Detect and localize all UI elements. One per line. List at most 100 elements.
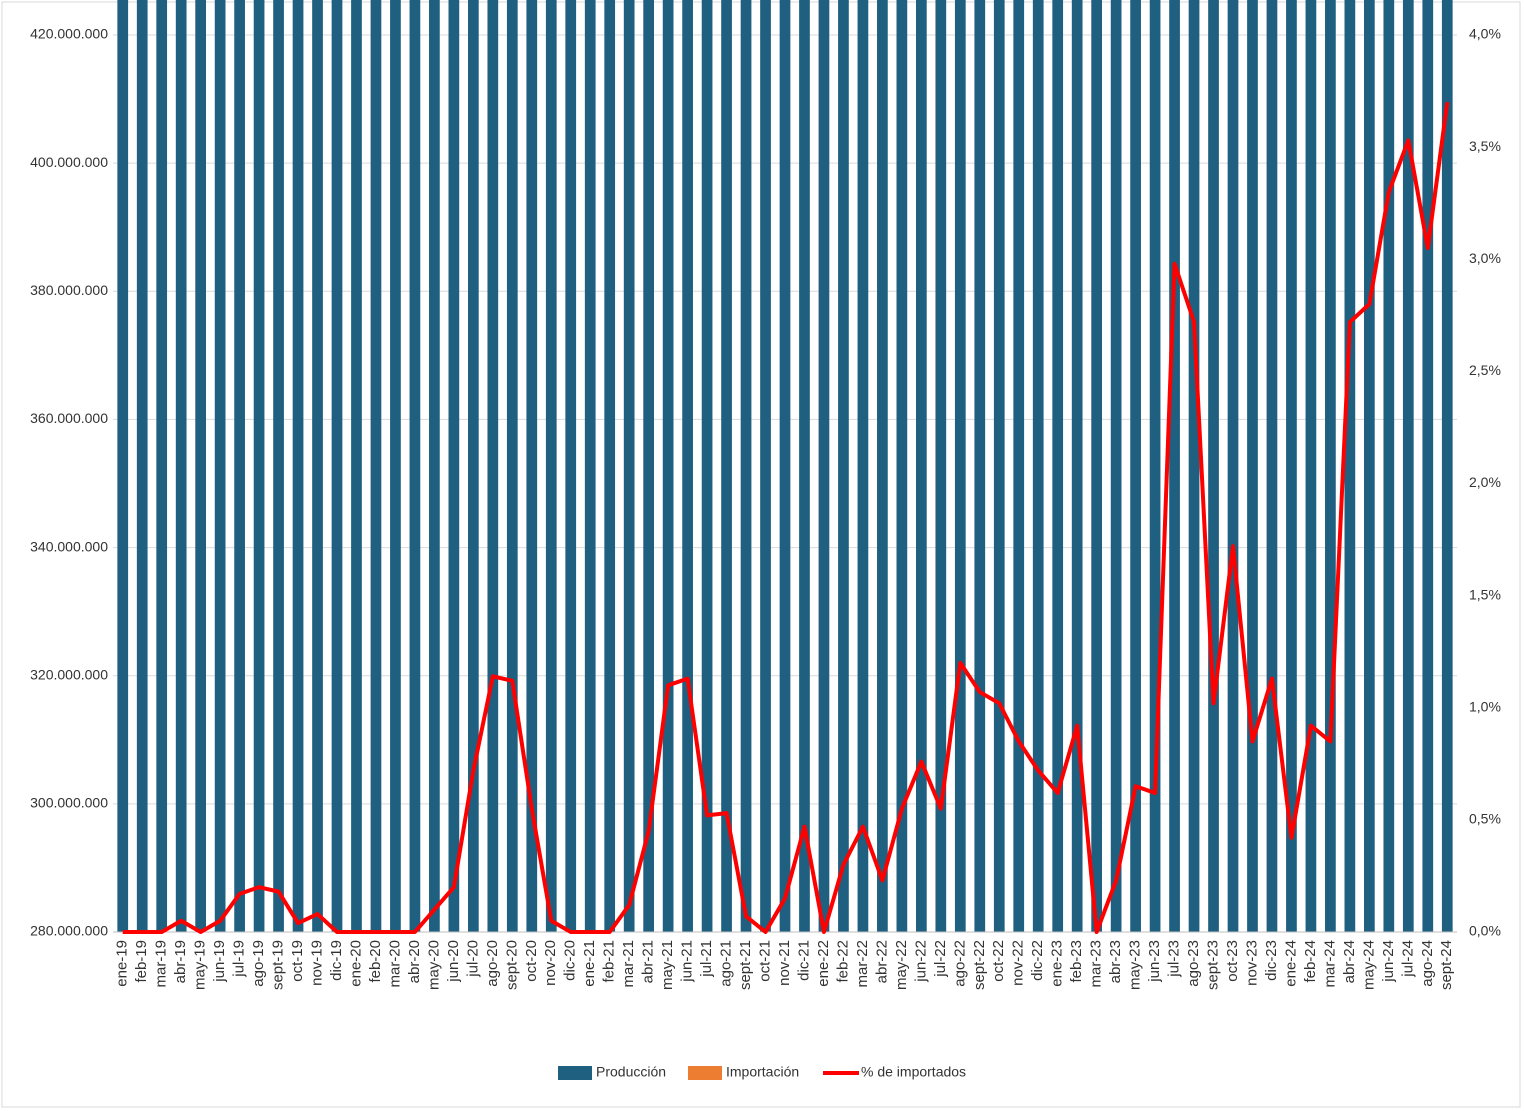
- y-tick-label: 320.000.000: [30, 666, 108, 682]
- x-tick-label: ago-24: [1419, 940, 1436, 987]
- x-tick-label: nov-22: [1010, 940, 1027, 986]
- x-tick-label: dic-21: [795, 940, 812, 981]
- bar-segment: [701, 0, 713, 933]
- x-tick-label: ago-19: [250, 940, 267, 987]
- bar-segment: [370, 0, 382, 933]
- x-tick-label: ene-19: [114, 940, 131, 987]
- bar-segment: [799, 0, 810, 932]
- bar-segment: [760, 0, 771, 932]
- y2-tick-label: 0,0%: [1469, 923, 1501, 939]
- x-tick-label: oct-23: [1224, 940, 1241, 982]
- legend-label: % de importados: [861, 1064, 966, 1080]
- legend-swatch: [688, 1066, 722, 1080]
- y2-tick-label: 1,0%: [1469, 698, 1501, 714]
- bar-segment: [915, 0, 927, 932]
- x-tick-label: sept-19: [270, 940, 287, 990]
- bar-segment: [1286, 0, 1297, 932]
- line-series: [122, 102, 1450, 934]
- x-tick-label: jun-20: [445, 940, 462, 983]
- bar-segment: [292, 0, 304, 932]
- bar-segment: [390, 0, 401, 933]
- x-tick-label: jun-19: [211, 940, 228, 983]
- bar-segment: [1325, 0, 1336, 932]
- bar-segment: [1344, 0, 1356, 932]
- bar-segment: [234, 0, 245, 932]
- x-tick-label: oct-22: [990, 940, 1007, 982]
- x-tick-label: abr-24: [1341, 940, 1358, 983]
- bar-segment: [1383, 0, 1395, 932]
- x-tick-label: oct-19: [289, 940, 306, 982]
- x-tick-label: jun-22: [912, 940, 929, 983]
- bar-segment: [175, 0, 187, 932]
- x-tick-label: jun-21: [679, 940, 696, 983]
- x-tick-label: ago-22: [951, 940, 968, 987]
- x-tick-label: abr-20: [406, 940, 423, 983]
- bar-segment: [1305, 0, 1317, 932]
- bar-segment: [1247, 0, 1258, 932]
- x-tick-label: mar-20: [386, 940, 403, 988]
- y-tick-label: 280.000.000: [30, 923, 108, 939]
- bar-segment: [506, 0, 518, 933]
- x-tick-label: nov-23: [1243, 940, 1260, 986]
- bar-segment: [448, 0, 460, 932]
- x-tick-label: ago-20: [484, 940, 501, 987]
- bar-segment: [1032, 0, 1044, 933]
- x-tick-label: abr-19: [172, 940, 189, 983]
- x-tick-label: feb-21: [601, 940, 618, 983]
- bar-segment: [974, 0, 986, 933]
- bar-segment: [1149, 0, 1161, 933]
- x-tick-label: nov-21: [776, 940, 793, 986]
- bar-segment: [1266, 0, 1278, 932]
- y-tick-label: 420.000.000: [30, 26, 108, 42]
- bar-segment: [857, 0, 869, 932]
- bar-segment: [467, 0, 479, 932]
- bar-segment: [545, 0, 557, 933]
- x-tick-label: ene-24: [1282, 940, 1299, 987]
- x-tick-label: jun-23: [1146, 940, 1163, 983]
- x-tick-label: dic-19: [328, 940, 345, 981]
- x-tick-label: ene-22: [815, 940, 832, 987]
- x-tick-label: may-21: [659, 940, 676, 990]
- bar-segment: [584, 0, 596, 932]
- x-tick-label: jul-22: [932, 940, 949, 978]
- bar-segment: [1227, 0, 1239, 933]
- x-tick-label: ago-21: [718, 940, 735, 987]
- legend-label: Producción: [596, 1064, 666, 1080]
- bar-segment: [351, 0, 362, 933]
- x-tick-label: abr-22: [873, 940, 890, 983]
- x-tick-label: feb-20: [367, 940, 384, 983]
- x-tick-label: dic-20: [562, 940, 579, 981]
- bar-segment: [993, 0, 1005, 932]
- legend-swatch: [558, 1066, 592, 1080]
- x-tick-label: may-19: [192, 940, 209, 990]
- bar-segment: [1188, 0, 1200, 933]
- bar-segment: [1071, 0, 1083, 932]
- x-tick-label: sept-20: [503, 940, 520, 990]
- bar-segment: [1422, 0, 1434, 933]
- bar-segment: [662, 0, 674, 932]
- x-tick-label: ene-20: [347, 940, 364, 987]
- x-tick-label: jul-24: [1399, 940, 1416, 978]
- bar-segment: [273, 0, 284, 932]
- x-tick-label: sept-23: [1204, 940, 1221, 990]
- y-tick-label: 400.000.000: [30, 154, 108, 170]
- y2-tick-label: 0,5%: [1469, 811, 1501, 827]
- y2-tick-label: 3,5%: [1469, 138, 1501, 154]
- y2-tick-label: 2,0%: [1469, 474, 1501, 490]
- y-tick-label: 380.000.000: [30, 282, 108, 298]
- bar-segment: [682, 0, 693, 933]
- bar-segment: [838, 0, 849, 932]
- x-tick-label: sept-21: [737, 940, 754, 990]
- x-tick-label: jul-23: [1166, 940, 1183, 978]
- y-tick-label: 360.000.000: [30, 410, 108, 426]
- bar-segment: [214, 0, 226, 932]
- x-tick-label: may-24: [1360, 940, 1377, 990]
- x-tick-label: abr-21: [640, 940, 657, 983]
- y2-tick-label: 3,0%: [1469, 250, 1501, 266]
- x-tick-label: oct-20: [523, 940, 540, 982]
- bar-segment: [136, 0, 148, 933]
- bar-segment: [1130, 0, 1141, 932]
- bar-segment: [312, 0, 323, 932]
